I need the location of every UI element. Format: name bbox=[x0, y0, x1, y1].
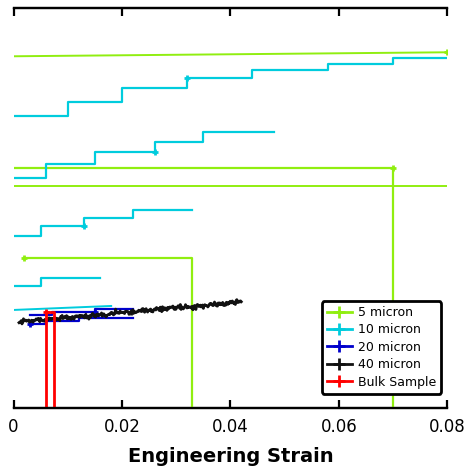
X-axis label: Engineering Strain: Engineering Strain bbox=[128, 447, 333, 465]
Legend: 5 micron, 10 micron, 20 micron, 40 micron, Bulk Sample: 5 micron, 10 micron, 20 micron, 40 micro… bbox=[321, 301, 441, 393]
